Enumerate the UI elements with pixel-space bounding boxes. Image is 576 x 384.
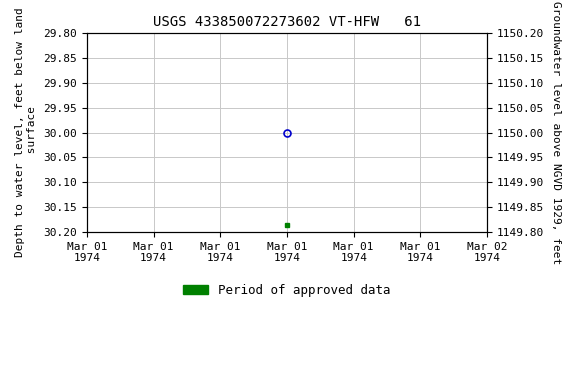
Y-axis label: Depth to water level, feet below land
 surface: Depth to water level, feet below land su… [15, 8, 37, 257]
Legend: Period of approved data: Period of approved data [179, 279, 396, 301]
Y-axis label: Groundwater level above NGVD 1929, feet: Groundwater level above NGVD 1929, feet [551, 1, 561, 264]
Title: USGS 433850072273602 VT-HFW   61: USGS 433850072273602 VT-HFW 61 [153, 15, 421, 29]
